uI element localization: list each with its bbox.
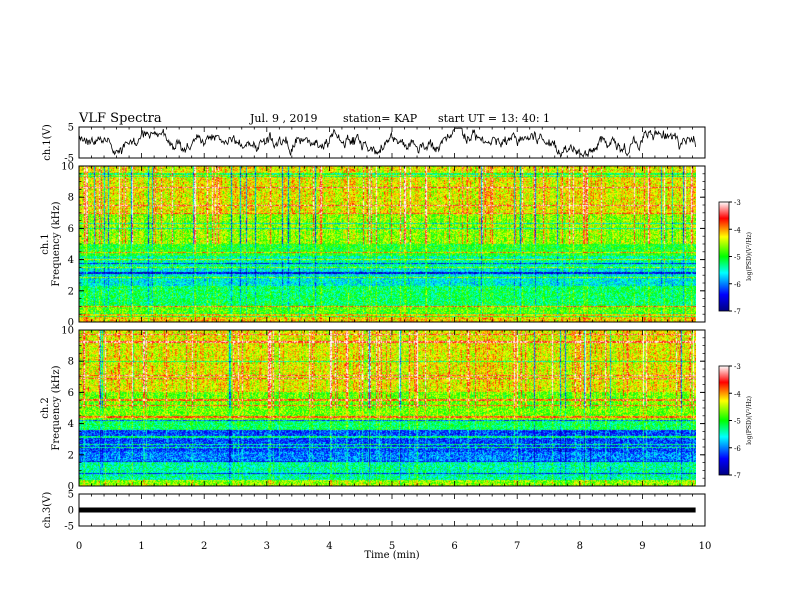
colorbar-ch1 xyxy=(718,201,730,312)
colorbar-tick-label: -7 xyxy=(734,472,741,480)
x-tick-label: 1 xyxy=(138,541,144,552)
y-tick-label-ch1: 10 xyxy=(61,162,74,173)
y-tick-label-ch2: 4 xyxy=(68,419,74,430)
spectrogram-ch2 xyxy=(79,330,696,486)
y-tick-label-ch1: 8 xyxy=(68,193,74,204)
y-axis-label-ch2: Frequency (kHz) xyxy=(51,365,62,450)
y-tick-label-ch1: 6 xyxy=(68,224,74,235)
colorbar-ch2 xyxy=(718,365,730,476)
y-tick-label-ch1: 2 xyxy=(68,286,74,297)
y-tick-label-top: -5 xyxy=(64,154,74,165)
x-tick-label: 2 xyxy=(201,541,207,552)
colorbar-tick-label: -4 xyxy=(734,390,741,398)
x-tick-label: 5 xyxy=(389,541,395,552)
y-tick-label-ch2: 2 xyxy=(68,450,74,461)
y-tick-label-top: 5 xyxy=(68,123,74,134)
colorbar-tick-label: -6 xyxy=(734,281,741,289)
x-tick-label: 10 xyxy=(699,541,712,552)
y-tick-label-bottom: 5 xyxy=(68,490,74,501)
colorbar-tick-label: -3 xyxy=(734,363,741,371)
x-tick-label: 7 xyxy=(514,541,520,552)
x-tick-label: 0 xyxy=(76,541,82,552)
colorbar-tick-label: -3 xyxy=(734,199,741,207)
colorbar-tick-label: -4 xyxy=(734,226,741,234)
y-axis-label-ch2: ch.2 xyxy=(40,397,51,419)
colorbar-tick-label: -5 xyxy=(734,418,741,426)
y-axis-label-bottom: ch.3(V) xyxy=(42,492,53,529)
y-axis-label-top: ch.1(V) xyxy=(42,124,53,161)
y-tick-label-ch1: 4 xyxy=(68,255,74,266)
x-axis-label: Time (min) xyxy=(364,550,419,561)
y-tick-label-ch2: 6 xyxy=(68,388,74,399)
y-axis-label-ch1: Frequency (kHz) xyxy=(51,201,62,286)
date-label: Jul. 9 , 2019 xyxy=(250,112,318,125)
y-tick-label-ch2: 0 xyxy=(68,482,74,493)
y-tick-label-bottom: -5 xyxy=(64,522,74,533)
start-time-label: start UT = 13: 40: 1 xyxy=(438,112,551,125)
chart-title: VLF Spectra xyxy=(79,111,162,126)
y-axis-label-ch1: ch.1 xyxy=(40,233,51,255)
x-tick-label: 9 xyxy=(639,541,645,552)
y-tick-label-ch1: 0 xyxy=(68,318,74,329)
y-tick-label-ch2: 10 xyxy=(61,326,74,337)
y-tick-label-ch2: 8 xyxy=(68,357,74,368)
y-tick-label-bottom: 0 xyxy=(68,506,74,517)
spectrogram-ch1 xyxy=(79,166,696,322)
x-tick-label: 8 xyxy=(577,541,583,552)
x-tick-label: 3 xyxy=(264,541,270,552)
ch1-waveform-line xyxy=(78,127,696,158)
colorbar-label: log(PSD)(V²/Hz) xyxy=(746,396,753,445)
station-label: station= KAP xyxy=(343,112,418,125)
x-tick-label: 4 xyxy=(326,541,332,552)
colorbar-label: log(PSD)(V²/Hz) xyxy=(746,232,753,281)
colorbar-tick-label: -7 xyxy=(734,308,741,316)
colorbar-tick-label: -6 xyxy=(734,445,741,453)
colorbar-tick-label: -5 xyxy=(734,254,741,262)
x-tick-label: 6 xyxy=(451,541,457,552)
